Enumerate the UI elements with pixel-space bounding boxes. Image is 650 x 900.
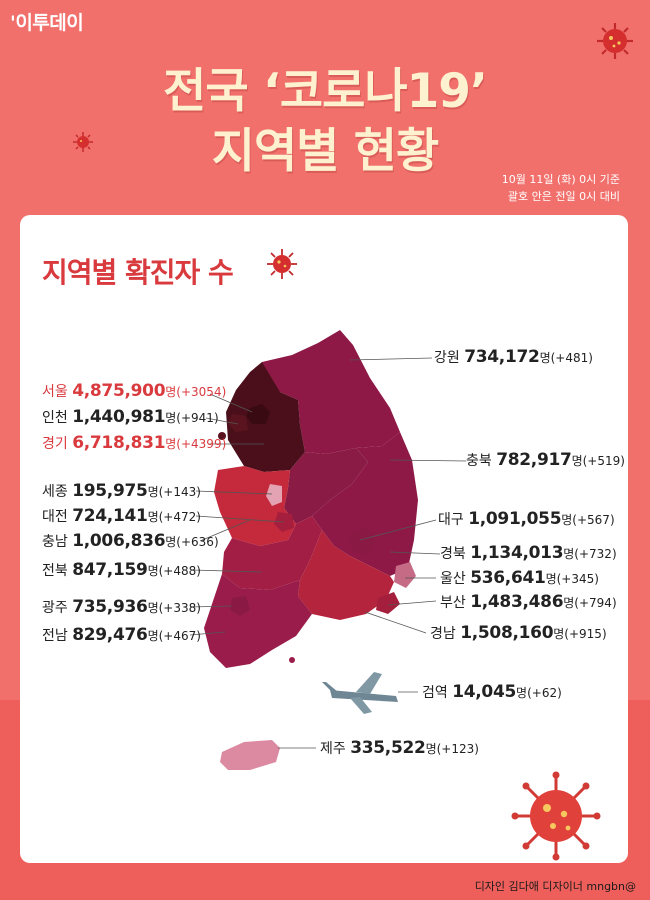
region-ulsan-shape <box>394 562 416 588</box>
basis-comparison: 괄호 안은 전일 0시 대비 <box>507 190 620 203</box>
leader-lines <box>189 357 467 749</box>
region-jeju-shape <box>220 740 280 770</box>
region-gyeongnam-shape <box>298 530 394 620</box>
basis-note: 10월 11일 (화) 0시 기준 괄호 안은 전일 0시 대비 <box>502 171 620 205</box>
region-jeonnam-shape <box>204 574 312 668</box>
region-seoul-shape <box>246 404 270 424</box>
incheon-island-shape <box>218 432 226 440</box>
region-chungbuk-shape <box>284 448 368 524</box>
region-label-ulsan: 울산 536,641명(+345) <box>440 568 599 588</box>
region-label-sejong: 세종 195,975명(+143) <box>42 481 201 501</box>
region-chungnam-shape <box>214 466 296 546</box>
region-label-gwangju: 광주 735,936명(+338) <box>42 597 201 617</box>
region-label-gyeonggi: 경기 6,718,831명(+4399) <box>42 433 227 453</box>
virus-icon <box>73 132 93 152</box>
region-label-seoul: 서울 4,875,900명(+3054) <box>42 381 227 401</box>
region-label-jeonbuk: 전북 847,159명(+488) <box>42 560 201 580</box>
region-daegu-shape <box>348 528 376 554</box>
headline-line-1: 전국 ‘코로나19’ <box>163 64 488 119</box>
region-label-quarantine: 검역 14,045명(+62) <box>422 682 562 702</box>
brand-logo: '이투데이 <box>10 12 84 34</box>
jeonnam-island-shape <box>289 657 295 663</box>
region-label-jeonnam: 전남 829,476명(+467) <box>42 625 201 645</box>
jeonnam-island-shape <box>209 637 215 643</box>
virus-icon <box>267 249 297 279</box>
designer-credit: 디자인 김다애 디자이너 mngbn@ <box>474 880 636 893</box>
region-sejong-shape <box>266 484 282 506</box>
region-label-daegu: 대구 1,091,055명(+567) <box>438 509 615 529</box>
region-label-gangwon: 강원 734,172명(+481) <box>434 347 593 367</box>
region-label-incheon: 인천 1,440,981명(+941) <box>42 407 219 427</box>
region-label-daejeon: 대전 724,141명(+472) <box>42 506 201 526</box>
region-gyeongbuk-shape <box>312 432 418 576</box>
region-gwangju-shape <box>230 596 250 616</box>
region-label-jeju: 제주 335,522명(+123) <box>320 738 479 758</box>
headline-line-2: 지역별 현황 <box>211 124 440 179</box>
region-incheon-shape <box>228 414 248 432</box>
card-title: 지역별 확진자 수 <box>42 256 234 289</box>
region-label-chungnam: 충남 1,006,836명(+636) <box>42 531 219 551</box>
airplane-icon <box>322 672 398 714</box>
region-busan-shape <box>376 592 400 614</box>
virus-icon <box>511 771 601 861</box>
region-label-busan: 부산 1,483,486명(+794) <box>440 592 617 612</box>
region-gangwon-shape <box>262 330 400 454</box>
region-label-gyeongnam: 경남 1,508,160명(+915) <box>430 623 607 643</box>
basis-date: 10월 11일 (화) 0시 기준 <box>501 173 620 186</box>
virus-icon <box>597 23 633 59</box>
region-label-gyeongbuk: 경북 1,134,013명(+732) <box>440 543 617 563</box>
region-label-chungbuk: 충북 782,917명(+519) <box>466 450 625 470</box>
